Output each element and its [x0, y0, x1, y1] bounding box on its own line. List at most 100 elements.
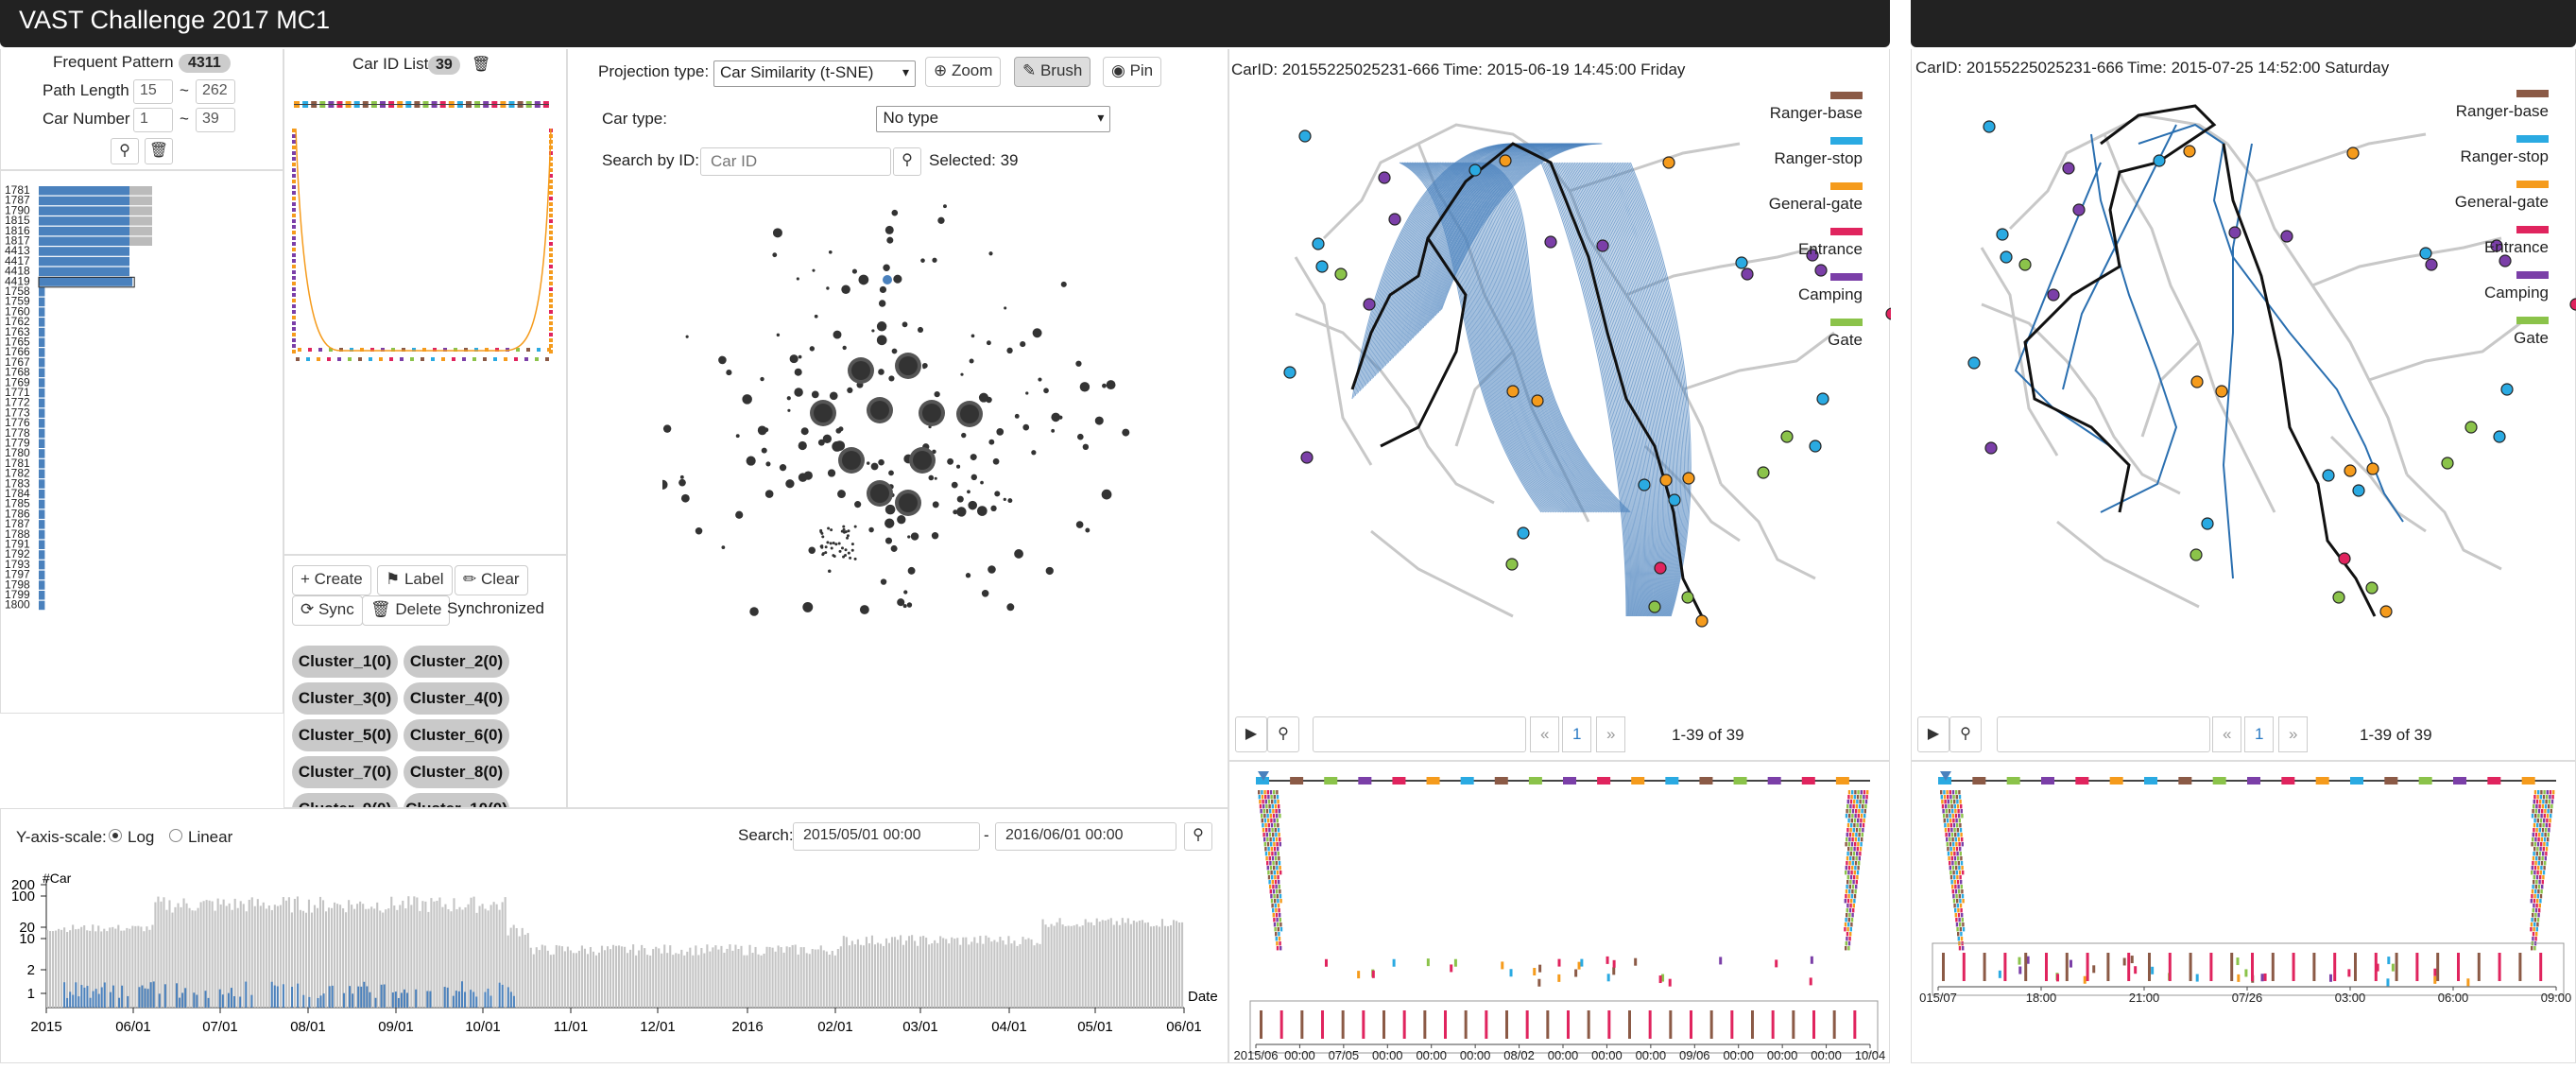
sequence-cell [1273, 918, 1276, 922]
sequence-cell [1277, 828, 1280, 833]
zoom-event-bar [1628, 1010, 1631, 1039]
cluster-button[interactable]: Cluster_6(0) [404, 719, 509, 751]
car-id-pattern-glyph[interactable] [284, 91, 568, 422]
map1-search-input[interactable] [1313, 716, 1526, 752]
car-marker [292, 299, 296, 302]
trajectory-ribbon [1589, 162, 1659, 617]
car-marker [547, 348, 551, 352]
projection-type-select[interactable]: Car Similarity (t-SNE) [713, 60, 916, 87]
trajectory-ribbon [1418, 162, 1562, 513]
sequence-cell [1272, 833, 1275, 837]
car-count-bar [853, 944, 856, 1008]
car-count-bar [546, 950, 549, 1008]
car-marker [549, 163, 553, 166]
map2-play-button[interactable]: ▶ [1917, 716, 1949, 752]
car-count-bar [250, 897, 253, 1008]
map1-play-button[interactable]: ▶ [1235, 716, 1267, 752]
cluster-button[interactable]: Cluster_3(0) [292, 682, 398, 715]
map1-search-button[interactable]: ⚲ [1267, 716, 1299, 752]
map2-search-button[interactable]: ⚲ [1949, 716, 1982, 752]
tsne-point [890, 544, 898, 552]
sequence-cell [2534, 833, 2538, 837]
trajectory-ribbon [1486, 162, 1630, 513]
sequence-cell [2545, 800, 2548, 804]
map2-sequence-plot[interactable]: 015/07 18:00 21:00 07/26 03:00 06:00 09:00 [1912, 762, 2576, 1064]
map2-search-input[interactable] [1997, 716, 2210, 752]
car-count-bar [627, 953, 629, 1008]
map1-prev-page[interactable]: « [1530, 716, 1560, 752]
label-cluster-button[interactable]: ⚑ Label [377, 565, 453, 595]
end-date-input[interactable]: 2016/06/01 00:00 [995, 822, 1176, 851]
car-count-bar [339, 905, 342, 1008]
map2-next-page[interactable]: » [2278, 716, 2309, 752]
search-pattern-button[interactable]: ⚲ [111, 138, 139, 164]
date-search-button[interactable]: ⚲ [1184, 822, 1212, 851]
sequence-cell [2535, 804, 2538, 809]
cluster-button[interactable]: Cluster_9(0) [292, 793, 398, 807]
start-date-input[interactable]: 2015/05/01 00:00 [793, 822, 980, 851]
pattern-list[interactable]: 1781 1787 1790 1815 1816 1817 4413 4417 4418 4419… [0, 170, 283, 714]
clear-cluster-button[interactable]: ✏ Clear [455, 565, 528, 595]
brush-button[interactable]: ✎ Brush [1014, 57, 1091, 87]
sync-cluster-button[interactable]: ⟳ Sync [292, 595, 363, 626]
path-length-min-input[interactable]: 15 [133, 79, 173, 104]
sequence-cell [1844, 899, 1846, 904]
sequence-cell [2538, 904, 2541, 908]
trash-icon[interactable]: 🗑 [472, 57, 491, 73]
map1-page-number[interactable]: 1 [1562, 716, 1592, 752]
delete-pattern-button[interactable]: 🗑 [145, 138, 173, 164]
linear-radio[interactable] [169, 829, 182, 842]
tag-icon: ⚑ [386, 570, 404, 588]
car-count-bar [1109, 918, 1112, 1008]
map1-trajectory-map[interactable] [1229, 87, 1891, 673]
cluster-button[interactable]: Cluster_4(0) [404, 682, 509, 715]
delete-cluster-button[interactable]: 🗑 Delete [362, 595, 451, 626]
map-location-node [2441, 457, 2454, 470]
sequence-cell [1948, 828, 1950, 833]
pin-button[interactable]: ◉ Pin [1103, 57, 1162, 87]
selected-count-bar [443, 987, 446, 1008]
map1-next-page[interactable]: » [1596, 716, 1626, 752]
sequence-cell [2549, 819, 2551, 823]
sequence-cell [1850, 823, 1853, 828]
trajectory-ribbon [1578, 162, 1651, 617]
cluster-button[interactable]: Cluster_5(0) [292, 719, 398, 751]
cluster-button[interactable]: Cluster_8(0) [404, 756, 509, 788]
tsne-point [1045, 566, 1054, 576]
sequence-cell [2536, 922, 2539, 927]
cluster-button[interactable]: Cluster_2(0) [404, 646, 509, 678]
map2-page-number[interactable]: 1 [2244, 716, 2275, 752]
car-type-select[interactable]: No type [876, 106, 1111, 132]
sequence-cell [2543, 842, 2546, 847]
sequence-cell [1258, 795, 1261, 800]
car-id-search-button[interactable]: ⚲ [893, 147, 921, 176]
sequence-cell [1450, 964, 1453, 973]
cluster-button[interactable]: Cluster_10(0) [404, 793, 509, 807]
cluster-button[interactable]: Cluster_1(0) [292, 646, 398, 678]
map1-sequence-plot[interactable]: 2015/06 00:00 07/05 00:00 00:00 00:00 08/02 00:… [1229, 762, 1891, 1064]
map2-prev-page[interactable]: « [2212, 716, 2242, 752]
tsne-projection-plot[interactable] [662, 200, 1135, 730]
car-count-bar [879, 943, 883, 1008]
car-count-bar [618, 945, 621, 1008]
cluster-button[interactable]: Cluster_7(0) [292, 756, 398, 788]
car-marker [292, 163, 296, 166]
map2-trajectory-map[interactable] [1912, 87, 2576, 673]
log-radio[interactable] [109, 829, 122, 842]
create-cluster-button[interactable]: + Create [292, 565, 371, 595]
car-number-min-input[interactable]: 1 [133, 108, 173, 132]
car-number-max-input[interactable]: 39 [196, 108, 235, 132]
sequence-cell [2347, 969, 2351, 977]
pattern-blue-bar [39, 580, 45, 590]
pattern-blue-bar [39, 357, 45, 368]
path-length-max-input[interactable]: 262 [196, 79, 235, 104]
sequence-cell [2533, 918, 2536, 922]
sequence-cell [1852, 804, 1855, 809]
sequence-cell [1850, 894, 1853, 899]
sequence-cell [2550, 814, 2552, 819]
sequence-cell [1951, 814, 1954, 819]
selected-count-bar [109, 991, 112, 1008]
zoom-button[interactable]: ⊕ Zoom [925, 57, 1002, 87]
car-id-search-input[interactable] [700, 147, 891, 176]
